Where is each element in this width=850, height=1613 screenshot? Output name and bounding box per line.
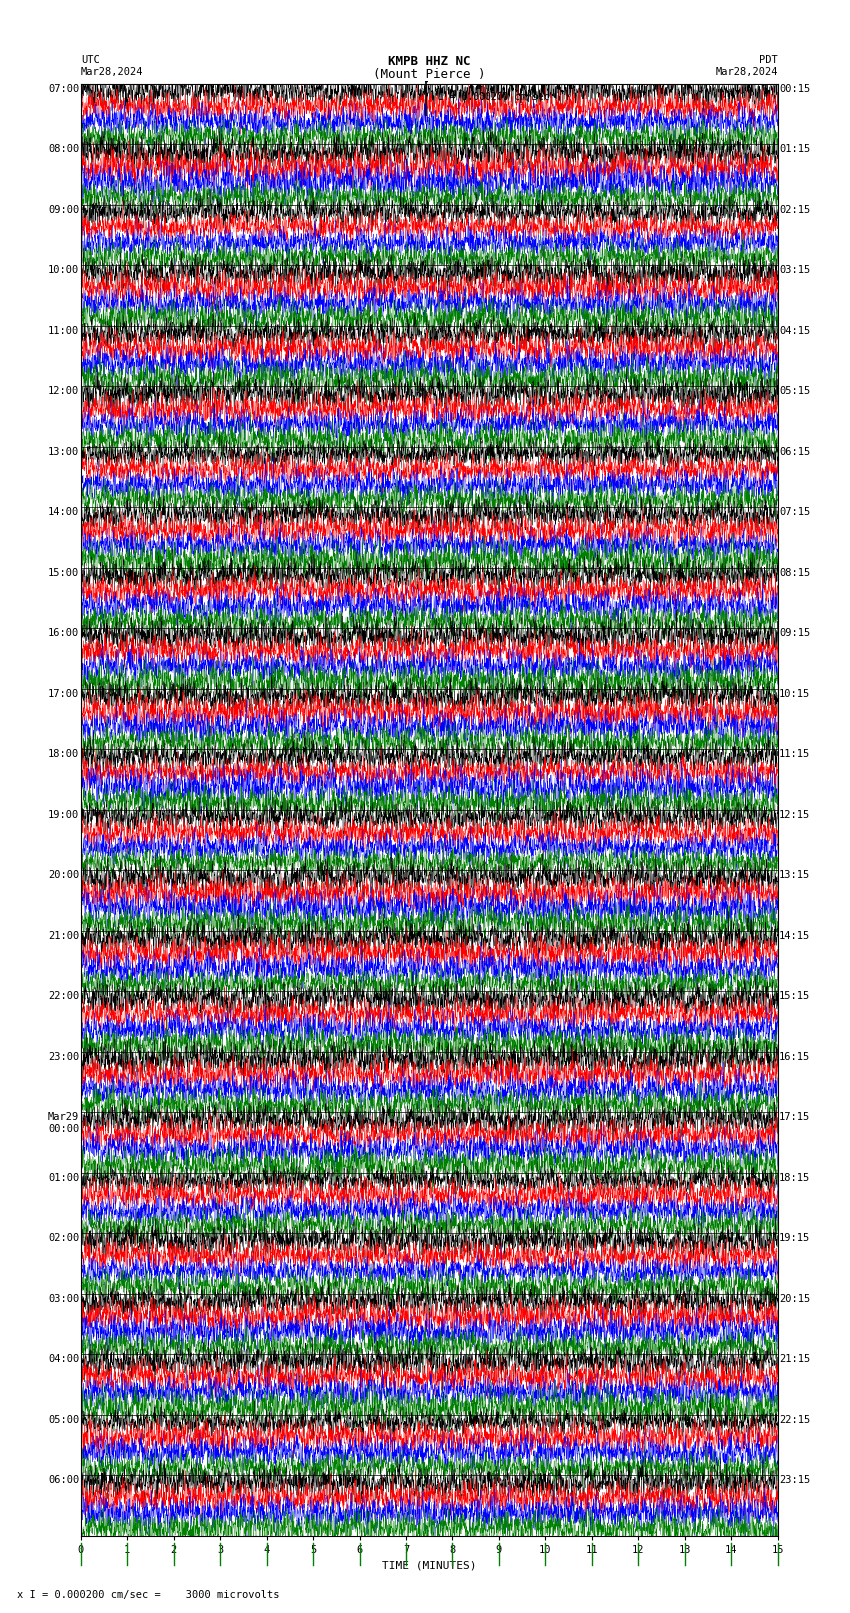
Text: 02:15: 02:15 (779, 205, 810, 215)
Text: Mar28,2024: Mar28,2024 (81, 68, 144, 77)
Text: PDT: PDT (759, 55, 778, 65)
Text: 07:00: 07:00 (48, 84, 79, 94)
Text: 22:15: 22:15 (779, 1415, 810, 1424)
Text: 01:15: 01:15 (779, 145, 810, 155)
Text: 12:00: 12:00 (48, 387, 79, 397)
Text: 09:15: 09:15 (779, 629, 810, 639)
X-axis label: TIME (MINUTES): TIME (MINUTES) (382, 1560, 477, 1569)
Text: 10:00: 10:00 (48, 266, 79, 276)
Text: 08:15: 08:15 (779, 568, 810, 577)
Text: 06:00: 06:00 (48, 1474, 79, 1486)
Text: 21:00: 21:00 (48, 931, 79, 940)
Text: 21:15: 21:15 (779, 1355, 810, 1365)
Text: Mar28,2024: Mar28,2024 (715, 68, 778, 77)
Text: 19:00: 19:00 (48, 810, 79, 819)
Text: 16:15: 16:15 (779, 1052, 810, 1061)
Text: KMPB HHZ NC: KMPB HHZ NC (388, 55, 471, 68)
Text: 17:00: 17:00 (48, 689, 79, 698)
Text: 20:00: 20:00 (48, 871, 79, 881)
Text: x I = 0.000200 cm/sec =    3000 microvolts: x I = 0.000200 cm/sec = 3000 microvolts (17, 1590, 280, 1600)
Text: 17:15: 17:15 (779, 1113, 810, 1123)
Text: 07:15: 07:15 (779, 506, 810, 518)
Text: 12:15: 12:15 (779, 810, 810, 819)
Text: 18:15: 18:15 (779, 1173, 810, 1182)
Text: 20:15: 20:15 (779, 1294, 810, 1303)
Text: 00:15: 00:15 (779, 84, 810, 94)
Text: (Mount Pierce ): (Mount Pierce ) (373, 68, 485, 81)
Text: Mar29
00:00: Mar29 00:00 (48, 1113, 79, 1134)
Text: 03:15: 03:15 (779, 266, 810, 276)
Text: 09:00: 09:00 (48, 205, 79, 215)
Text: 11:15: 11:15 (779, 748, 810, 760)
Text: 13:15: 13:15 (779, 871, 810, 881)
Text: 05:15: 05:15 (779, 387, 810, 397)
Text: I = 0.000200 cm/sec: I = 0.000200 cm/sec (438, 92, 549, 102)
Text: 14:00: 14:00 (48, 506, 79, 518)
Text: 22:00: 22:00 (48, 990, 79, 1002)
Text: 10:15: 10:15 (779, 689, 810, 698)
Text: 01:00: 01:00 (48, 1173, 79, 1182)
Text: 04:15: 04:15 (779, 326, 810, 336)
Text: 05:00: 05:00 (48, 1415, 79, 1424)
Text: 14:15: 14:15 (779, 931, 810, 940)
Text: 06:15: 06:15 (779, 447, 810, 456)
Text: 18:00: 18:00 (48, 748, 79, 760)
Text: 04:00: 04:00 (48, 1355, 79, 1365)
Text: 08:00: 08:00 (48, 145, 79, 155)
Text: 16:00: 16:00 (48, 629, 79, 639)
Text: 23:00: 23:00 (48, 1052, 79, 1061)
Text: 19:15: 19:15 (779, 1232, 810, 1244)
Text: UTC: UTC (81, 55, 99, 65)
Text: 02:00: 02:00 (48, 1232, 79, 1244)
Text: 11:00: 11:00 (48, 326, 79, 336)
Text: 23:15: 23:15 (779, 1474, 810, 1486)
Text: 13:00: 13:00 (48, 447, 79, 456)
Text: 15:15: 15:15 (779, 990, 810, 1002)
Text: 15:00: 15:00 (48, 568, 79, 577)
Text: 03:00: 03:00 (48, 1294, 79, 1303)
